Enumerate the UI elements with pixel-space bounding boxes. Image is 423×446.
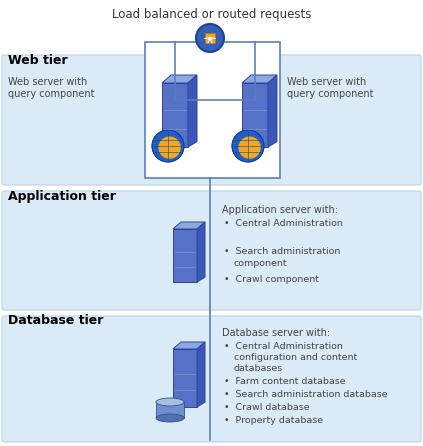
- Bar: [156, 402, 184, 418]
- Circle shape: [152, 130, 184, 162]
- Text: •  Central Administration: • Central Administration: [224, 342, 343, 351]
- Text: •  Search administration database: • Search administration database: [224, 390, 387, 399]
- FancyBboxPatch shape: [2, 316, 421, 442]
- Text: Database server with:: Database server with:: [222, 328, 330, 338]
- Polygon shape: [173, 222, 205, 229]
- Bar: [173, 229, 197, 282]
- Ellipse shape: [156, 414, 184, 422]
- Text: databases: databases: [234, 364, 283, 373]
- Text: component: component: [234, 259, 288, 268]
- Polygon shape: [242, 75, 277, 83]
- Text: •  Farm content database: • Farm content database: [224, 377, 346, 386]
- Text: Web server with
query component: Web server with query component: [287, 77, 374, 99]
- Circle shape: [232, 130, 264, 162]
- Text: •  Search administration: • Search administration: [224, 247, 341, 256]
- Text: Application server with:: Application server with:: [222, 205, 338, 215]
- FancyBboxPatch shape: [2, 191, 421, 310]
- Text: •  Property database: • Property database: [224, 416, 323, 425]
- Polygon shape: [173, 342, 205, 349]
- Bar: [173, 349, 197, 407]
- Bar: [145, 42, 280, 178]
- Text: •  Crawl database: • Crawl database: [224, 403, 310, 412]
- Text: Load balanced or routed requests: Load balanced or routed requests: [112, 8, 311, 21]
- Text: •  Crawl component: • Crawl component: [224, 275, 319, 284]
- Polygon shape: [162, 75, 197, 83]
- FancyBboxPatch shape: [205, 33, 215, 43]
- Text: Application tier: Application tier: [8, 190, 116, 203]
- Polygon shape: [188, 75, 197, 147]
- Ellipse shape: [156, 398, 184, 406]
- Text: configuration and content: configuration and content: [234, 353, 357, 362]
- Polygon shape: [268, 75, 277, 147]
- Text: Web tier: Web tier: [8, 54, 68, 67]
- FancyBboxPatch shape: [2, 55, 421, 185]
- Text: Web server with
query component: Web server with query component: [8, 77, 94, 99]
- Text: •  Central Administration: • Central Administration: [224, 219, 343, 228]
- Bar: [162, 83, 188, 147]
- Polygon shape: [197, 222, 205, 282]
- Circle shape: [239, 136, 261, 159]
- Polygon shape: [197, 342, 205, 407]
- Circle shape: [158, 136, 181, 159]
- Bar: [242, 83, 268, 147]
- Text: Database tier: Database tier: [8, 314, 103, 327]
- Circle shape: [196, 24, 224, 52]
